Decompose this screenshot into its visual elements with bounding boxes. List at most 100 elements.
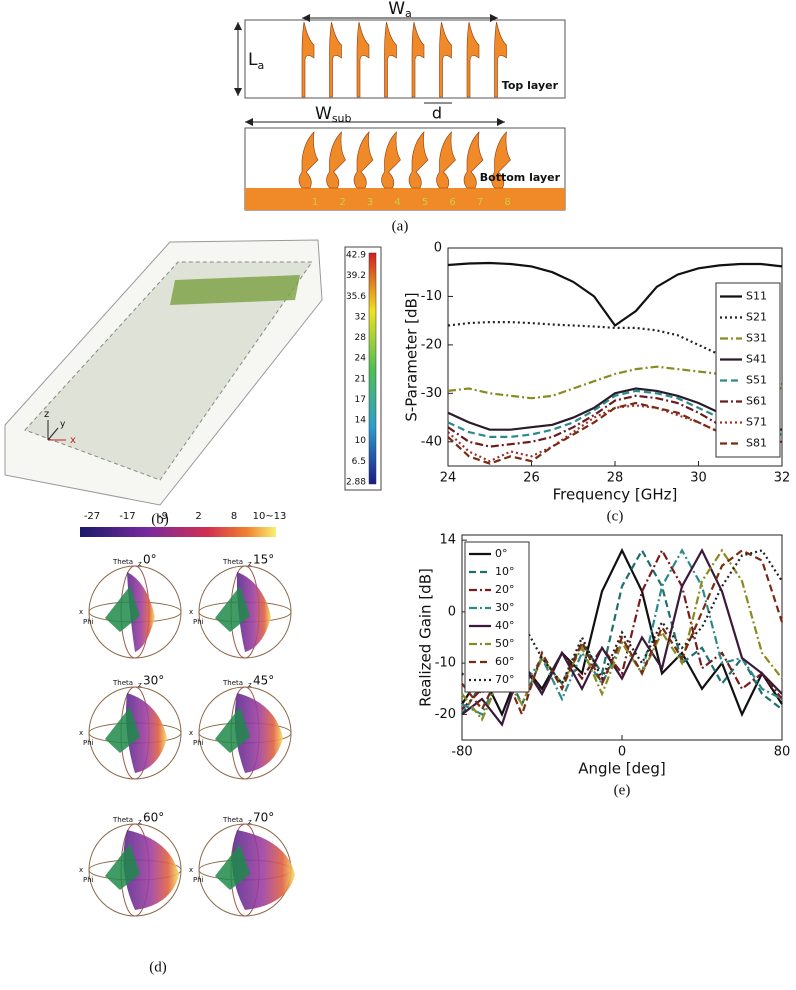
x-label: x: [189, 729, 193, 737]
colorbar-label: 35.6: [346, 292, 366, 302]
theta-label: Theta: [222, 816, 243, 824]
caption: (e): [614, 782, 631, 798]
chart: 14 0 -10 -20 -80 0 80 Angle [deg] Realized Gain …: [417, 533, 791, 799]
flare: [298, 131, 319, 189]
x-label: x: [189, 866, 193, 874]
phi-label: Phi: [193, 876, 204, 884]
phi-label: Phi: [83, 618, 94, 626]
legend-label: 50°: [495, 637, 515, 650]
legend-label: S61: [746, 395, 767, 408]
legend-label: S41: [746, 353, 767, 366]
legend-label: 60°: [495, 655, 515, 668]
x-axis-title: Angle [deg]: [578, 760, 665, 778]
z-label: z: [248, 560, 252, 568]
angle-label: 60°: [143, 811, 164, 825]
arrow-heads: [234, 22, 242, 96]
legend-label: S21: [746, 311, 767, 324]
caption: (a): [392, 218, 409, 234]
colorbar-label: 28: [355, 333, 367, 343]
z-label: z: [248, 681, 252, 689]
colorbar-label: 6.5: [352, 457, 366, 467]
x-tick-label: 28: [607, 471, 624, 486]
colorbar-ticks: 42.9 39.2 35.6 32 28 24 21 17 14 10 6.5 2.88: [346, 251, 366, 488]
series-line: [447, 404, 782, 463]
caption: (b): [151, 511, 169, 527]
flare: [353, 131, 374, 189]
beam: [232, 830, 295, 910]
angle-label: 70°: [253, 811, 274, 825]
series-line: [447, 394, 782, 448]
legend-box: [715, 282, 781, 458]
flare: [466, 21, 480, 98]
beam: [234, 693, 283, 773]
theta-label: Theta: [112, 816, 133, 824]
width-label: Wa: [388, 0, 412, 20]
port-label: 3: [367, 197, 373, 208]
flare: [356, 21, 370, 98]
flare: [439, 21, 452, 98]
colorbar: [80, 527, 276, 537]
charts: 0 -10 -20 -30 -40 24 26 28 30 32 Frequency [GHz] S-…: [403, 241, 791, 799]
port-label: 7: [477, 197, 483, 208]
series-line: [447, 321, 783, 385]
legend-label: S51: [746, 374, 767, 387]
beam: [126, 693, 167, 773]
sub-width-label: Wsub: [315, 104, 352, 125]
colorbar-ticks: -27 -17 -9 2 8 10~13: [84, 511, 287, 522]
legend-label: 30°: [495, 601, 515, 614]
y-tick-label: -10: [421, 289, 442, 304]
theta-label: Theta: [112, 558, 133, 566]
series-line: [447, 261, 783, 328]
panel-a: Wa La Top layer d Wsub 1 2 3 4 5 6 7 8 Bottom l…: [234, 0, 566, 234]
colorbar-label: 14: [355, 416, 367, 426]
flare: [326, 131, 346, 189]
flare: [301, 21, 315, 98]
antenna-array: [170, 275, 300, 305]
axis-label: z: [44, 409, 49, 420]
flare: [329, 21, 342, 98]
x-axis-title: Frequency [GHz]: [553, 486, 678, 504]
phi-label: Phi: [83, 739, 94, 747]
flare: [494, 21, 507, 98]
z-label: z: [138, 681, 142, 689]
flares-top: [301, 21, 507, 98]
axis-label: y: [60, 420, 66, 430]
phi-label: Phi: [193, 739, 204, 747]
colorbar-label: 42.9: [346, 251, 366, 261]
y-tick-label: -30: [421, 386, 442, 401]
phi-label: Phi: [193, 618, 204, 626]
colorbar-label: 21: [355, 374, 366, 384]
legend-label: S81: [746, 437, 767, 450]
x-label: x: [79, 608, 83, 616]
z-label: z: [138, 560, 142, 568]
beam: [127, 572, 155, 652]
z-label: z: [138, 818, 142, 826]
series-line: [461, 549, 783, 696]
ground-plane: [105, 586, 140, 632]
caption: (d): [149, 959, 167, 975]
y-tick-label: 0: [448, 604, 456, 619]
theta-label: Theta: [222, 558, 243, 566]
x-tick-label: 0: [618, 745, 626, 760]
beam: [123, 830, 179, 910]
ground-plane: [215, 707, 250, 753]
ground-plane: [245, 188, 565, 210]
caption: (c): [607, 508, 624, 524]
flare: [411, 21, 425, 98]
legend-label: 40°: [495, 619, 515, 632]
colorbar-label: 39.2: [346, 271, 366, 281]
colorbar-label: 8: [231, 511, 237, 522]
x-tick-label: 26: [523, 471, 540, 486]
y-axis-title: S-Parameter [dB]: [403, 292, 421, 421]
angle-label: 30°: [143, 674, 164, 688]
legend-label: S31: [746, 332, 767, 345]
axis-label: x: [70, 435, 76, 446]
legend-label: 0°: [495, 547, 508, 560]
flare: [491, 131, 511, 189]
flare: [381, 131, 401, 189]
colorbar-label: 2.88: [346, 478, 366, 488]
